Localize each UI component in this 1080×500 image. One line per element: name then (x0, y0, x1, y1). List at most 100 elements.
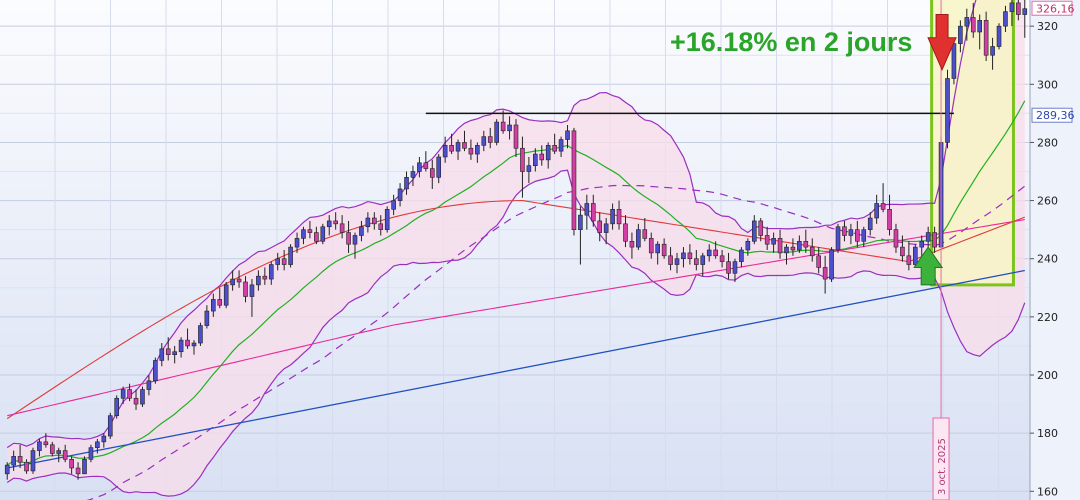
candle-body (384, 209, 390, 230)
candle-body (912, 246, 918, 265)
candle-body (900, 246, 905, 257)
candle-body (597, 220, 603, 233)
candle (442, 136, 448, 163)
candle-body (320, 226, 326, 242)
candle (307, 220, 313, 239)
candle-body (848, 229, 854, 236)
candle-body (867, 217, 873, 230)
candle (764, 226, 770, 250)
candle-body (590, 203, 596, 222)
candle (133, 389, 139, 410)
candle-body (874, 203, 879, 219)
candle-body (719, 255, 725, 262)
candle-body (552, 145, 557, 152)
candle-body (706, 249, 712, 257)
candle (43, 433, 49, 448)
candle (165, 337, 171, 361)
candle (30, 447, 36, 474)
candle (571, 127, 577, 236)
candle-body (732, 261, 738, 274)
y-tick-label: 260 (1037, 195, 1058, 208)
candle-body (642, 229, 648, 239)
candle (436, 154, 442, 184)
candle-body (159, 348, 165, 361)
candle (513, 119, 519, 157)
candle-body (114, 397, 120, 416)
candle (777, 229, 783, 259)
candle-body (610, 209, 615, 225)
y-tick-label: 180 (1037, 427, 1058, 440)
candle-body (352, 235, 358, 245)
candle (533, 148, 538, 172)
candle-body (101, 435, 107, 443)
candle-body (970, 17, 976, 33)
candle-body (565, 130, 570, 140)
candle (797, 235, 802, 253)
candle-body (745, 240, 751, 251)
candle-body (977, 20, 982, 33)
candle (397, 183, 403, 207)
candle (861, 226, 867, 248)
candle-body (578, 214, 583, 230)
candle (790, 238, 796, 256)
candle-body (294, 238, 300, 248)
candle (101, 433, 107, 448)
candle (1009, 0, 1015, 27)
candle (268, 261, 274, 285)
candle-body (404, 177, 409, 190)
candle-body (816, 255, 821, 268)
candle (4, 462, 10, 480)
candle (925, 226, 931, 248)
y-tick-label: 300 (1037, 78, 1058, 91)
candle-body (822, 267, 828, 280)
candle-body (268, 264, 274, 280)
candle-body (378, 223, 384, 230)
candle (294, 232, 300, 253)
candle (919, 235, 925, 259)
candle (391, 194, 396, 216)
candle-body (146, 380, 152, 390)
candle (481, 130, 487, 152)
sma-xlong-line (7, 269, 1025, 469)
candle-body (681, 252, 686, 260)
candle (449, 133, 454, 155)
candle (204, 305, 210, 329)
candle (372, 212, 377, 230)
candle (107, 412, 113, 439)
candle-body (50, 444, 55, 454)
candle-body (487, 136, 493, 143)
candle (623, 215, 628, 248)
candle (172, 345, 177, 364)
candle-body (790, 246, 796, 251)
candle (597, 212, 603, 242)
candle (320, 223, 326, 245)
candle-body (893, 229, 899, 248)
candle (359, 220, 364, 242)
candle (404, 171, 409, 195)
candle-body (616, 209, 622, 225)
candle-body (526, 165, 532, 172)
candle-body (694, 258, 699, 265)
candle (185, 328, 190, 349)
candle (906, 241, 912, 271)
candle (958, 20, 963, 53)
candle (75, 462, 81, 480)
candle-body (37, 441, 42, 451)
candle-body (333, 220, 338, 225)
candle (912, 244, 918, 268)
candle-body (700, 255, 706, 265)
candle (520, 136, 525, 198)
candle-body (932, 232, 937, 248)
candle-body (455, 142, 461, 152)
candle-body (249, 284, 255, 297)
mid-price-tag: 289,36 (1031, 107, 1075, 123)
candle-body (24, 461, 29, 472)
candle-body (674, 258, 680, 265)
candle (751, 215, 757, 245)
candle-body (1022, 8, 1028, 15)
candle-body (668, 255, 673, 265)
candle-body (513, 124, 519, 149)
candle (945, 69, 950, 149)
candle (56, 447, 62, 463)
